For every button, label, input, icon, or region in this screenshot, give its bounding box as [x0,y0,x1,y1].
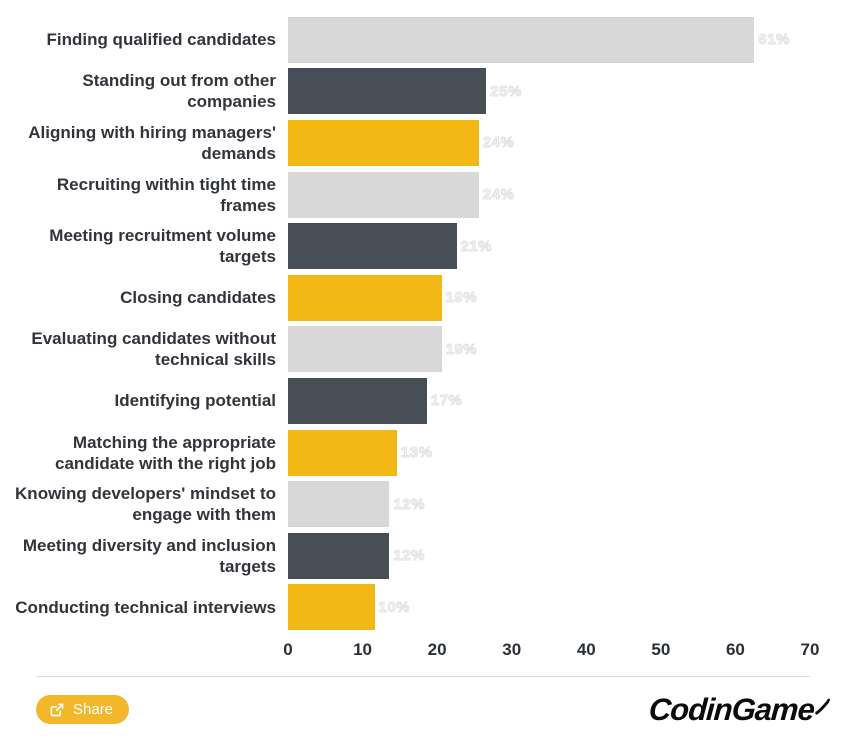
bar-track: 21% [288,223,810,270]
value-label: 24% [482,134,515,152]
share-button-label: Share [73,701,114,719]
bar-row: Closing candidates 19% [0,272,846,324]
bar-row: Knowing developers' mindset to engage wi… [0,478,846,530]
category-label: Matching the appropriate candidate with … [55,432,276,473]
category-label: Standing out from other companies [82,71,276,112]
value-label: 19% [445,340,478,358]
category-label: Recruiting within tight time frames [56,174,276,215]
bar-2 [288,68,487,115]
bar-row: Matching the appropriate candidate with … [0,427,846,479]
value-label: 21% [460,237,493,255]
bar-7 [288,326,442,373]
value-label: 17% [430,392,463,410]
value-label: 12% [393,495,425,513]
bar-row: Standing out from other companies 25% [0,66,846,118]
bar-track: 13% [288,429,810,476]
bar-track: 24% [288,171,810,218]
bar-row: Aligning with hiring managers' demands 24… [0,117,846,169]
bar-12 [288,584,375,631]
bar-row: Conducting technical interviews 10% [0,582,846,634]
bar-5 [288,223,457,270]
bar-6 [288,274,442,321]
x-tick-label: 0 [283,640,293,660]
x-tick-label: 10 [353,640,373,660]
bar-row: Identifying potential 17% [0,375,846,427]
x-tick-label: 70 [800,640,820,660]
bar-track: 25% [288,68,810,115]
bar-row: Finding qualified candidates 61% [0,14,846,66]
share-button[interactable]: Share [36,695,130,725]
value-label: 61% [758,31,790,49]
bar-row: Evaluating candidates without technical … [0,324,846,376]
value-label: 10% [378,598,411,616]
category-label: Aligning with hiring managers' demands [28,122,276,163]
x-axis: 0 10 20 30 40 50 60 70 [283,638,819,662]
bar-chart: Finding qualified candidates 61% Standing … [0,14,846,634]
bar-11 [288,532,390,579]
codingame-logo[interactable]: CodinGame [647,692,831,728]
bar-9 [288,429,397,476]
bar-track: 19% [288,274,810,321]
codingame-logo-text: CodinGame [647,692,816,728]
bar-track: 12% [288,532,810,579]
bar-track: 19% [288,326,810,373]
bar-track: 17% [288,377,810,424]
x-tick-label: 20 [427,640,447,660]
bar-track: 10% [288,584,810,631]
value-label: 13% [400,444,433,462]
x-tick-label: 30 [502,640,522,660]
x-tick-label: 60 [725,640,745,660]
category-label: Closing candidates [120,288,276,308]
footer: Share CodinGame [0,677,846,728]
codingame-logo-flick-icon [814,690,831,721]
category-label: Finding qualified candidates [46,30,276,50]
category-label: Conducting technical interviews [15,597,276,617]
bar-row: Recruiting within tight time frames 24% [0,169,846,221]
category-label: Knowing developers' mindset to engage wi… [15,484,276,525]
value-label: 12% [393,547,425,565]
bar-track: 24% [288,119,810,166]
value-label: 24% [482,186,515,204]
value-label: 25% [490,82,522,100]
bar-row: Meeting recruitment volume targets 21% [0,220,846,272]
bar-1 [288,16,755,63]
category-label: Meeting recruitment volume targets [49,226,276,267]
share-icon [49,702,65,718]
bar-row: Meeting diversity and inclusion targets 1… [0,530,846,582]
bar-track: 12% [288,481,810,528]
bar-8 [288,377,427,424]
category-label: Identifying potential [114,391,277,411]
footer-divider [36,676,810,678]
bar-3 [288,119,479,166]
category-label: Evaluating candidates without technical … [31,329,276,370]
value-label: 19% [445,289,478,307]
x-tick-label: 40 [576,640,596,660]
category-label: Meeting diversity and inclusion targets [22,535,276,576]
x-tick-label: 50 [651,640,671,660]
bar-4 [288,171,479,218]
bar-track: 61% [288,16,810,63]
bar-10 [288,481,390,528]
